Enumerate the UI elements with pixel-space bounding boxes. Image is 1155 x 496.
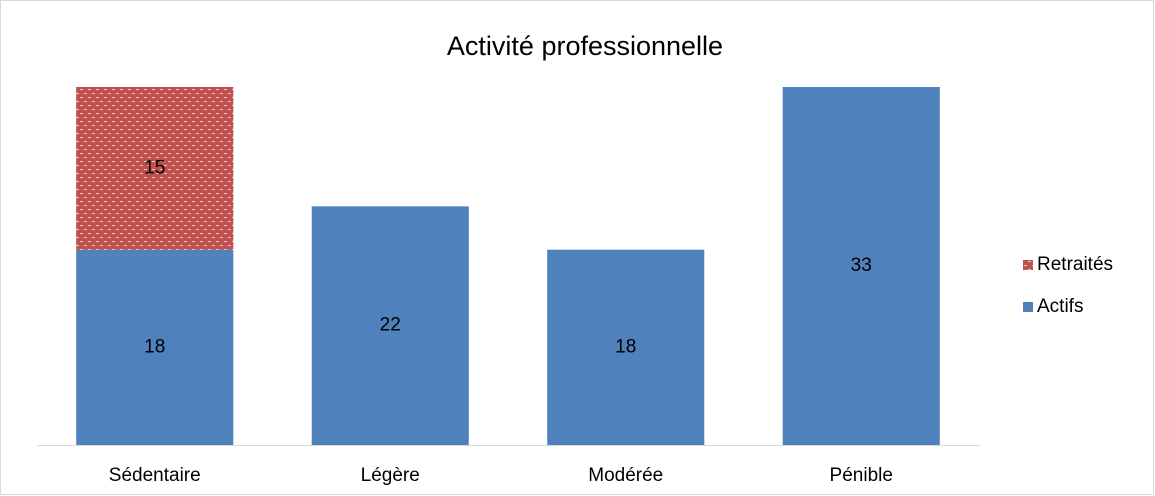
chart-title: Activité professionnelle <box>447 31 723 61</box>
data-label: 18 <box>144 336 165 357</box>
data-label: 18 <box>615 336 636 357</box>
bar-segment <box>76 87 234 250</box>
data-label: 15 <box>144 157 165 178</box>
x-tick-label: Pénible <box>830 465 893 486</box>
legend-swatch <box>1023 260 1033 270</box>
bar-segment <box>547 249 705 445</box>
legend-label: Retraités <box>1037 254 1113 275</box>
legend-swatch <box>1023 302 1033 312</box>
x-tick-label: Sédentaire <box>109 465 201 486</box>
data-label: 33 <box>851 255 872 276</box>
x-tick-label: Modérée <box>588 465 663 486</box>
x-tick-label: Légère <box>361 465 420 486</box>
bar-segment <box>782 87 940 445</box>
legend-label: Actifs <box>1037 296 1083 317</box>
bar-segment <box>76 249 234 445</box>
data-label: 22 <box>380 315 401 336</box>
bar-segment <box>311 206 469 445</box>
